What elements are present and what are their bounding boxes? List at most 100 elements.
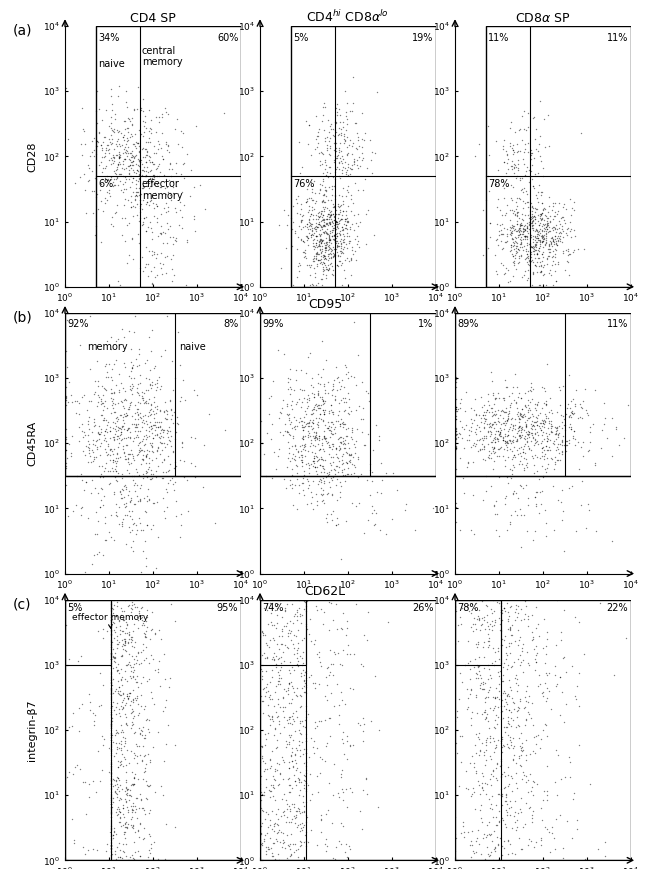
Point	[136, 478, 146, 492]
Point	[60, 772, 70, 786]
Point	[536, 247, 547, 261]
Point	[319, 249, 330, 262]
Point	[544, 415, 554, 429]
Point	[339, 212, 350, 226]
Point	[502, 412, 513, 426]
Point	[145, 415, 155, 429]
Point	[302, 392, 313, 406]
Point	[125, 355, 136, 369]
Point	[298, 468, 309, 481]
Point	[326, 247, 337, 261]
Point	[510, 766, 521, 779]
Point	[514, 648, 525, 662]
Point	[119, 143, 129, 156]
Point	[312, 257, 322, 271]
Point	[512, 426, 523, 440]
Point	[338, 195, 348, 209]
Point	[300, 713, 310, 727]
Point	[460, 422, 470, 436]
Point	[306, 668, 317, 682]
Point	[512, 433, 522, 447]
Point	[339, 235, 349, 249]
Point	[331, 448, 341, 461]
Point	[474, 433, 485, 447]
Point	[528, 223, 539, 237]
Point	[538, 440, 548, 454]
Point	[510, 823, 521, 837]
Point	[301, 766, 311, 780]
Point	[335, 419, 345, 433]
Point	[286, 415, 296, 428]
Point	[487, 409, 497, 423]
Point	[495, 603, 506, 617]
Point	[336, 154, 346, 168]
Point	[333, 404, 344, 418]
Point	[266, 618, 277, 632]
Point	[106, 597, 116, 611]
Point	[106, 838, 116, 852]
Point	[496, 687, 506, 701]
Point	[371, 418, 382, 432]
Point	[134, 358, 144, 372]
Point	[112, 786, 122, 800]
Point	[256, 819, 266, 833]
Point	[145, 377, 155, 391]
Point	[155, 403, 165, 417]
Point	[529, 839, 539, 853]
Point	[475, 671, 486, 685]
Point	[320, 754, 330, 768]
Point	[506, 467, 517, 481]
Point	[500, 779, 511, 793]
Point	[521, 184, 531, 198]
Point	[144, 103, 154, 117]
Point	[262, 677, 272, 691]
Point	[144, 672, 155, 686]
Point	[157, 455, 168, 469]
Point	[302, 401, 312, 415]
Point	[108, 594, 118, 607]
Point	[325, 430, 335, 444]
Point	[268, 700, 279, 713]
Point	[257, 694, 267, 708]
Point	[271, 705, 281, 719]
Point	[151, 451, 161, 465]
Point	[324, 202, 335, 216]
Point	[502, 222, 512, 236]
Point	[116, 491, 127, 505]
Point	[112, 447, 122, 461]
Point	[261, 664, 271, 678]
Point	[147, 277, 157, 291]
Point	[306, 230, 317, 244]
Point	[507, 239, 517, 253]
Point	[551, 421, 561, 434]
Point	[303, 424, 313, 438]
Point	[311, 412, 321, 426]
Point	[142, 196, 152, 209]
Point	[107, 103, 118, 117]
Point	[546, 417, 556, 431]
Point	[450, 428, 461, 442]
Point	[313, 247, 323, 261]
Point	[299, 835, 309, 849]
Point	[89, 387, 99, 401]
Point	[99, 431, 110, 445]
Point	[521, 434, 532, 448]
Point	[505, 733, 515, 747]
Point	[372, 84, 382, 98]
Point	[524, 217, 534, 231]
Point	[60, 343, 71, 357]
Point	[106, 699, 116, 713]
Point	[296, 838, 306, 852]
Point	[524, 176, 534, 189]
Point	[540, 461, 550, 475]
Point	[305, 439, 315, 453]
Point	[347, 456, 358, 470]
Point	[324, 234, 334, 248]
Point	[97, 459, 107, 473]
Point	[114, 385, 125, 399]
Point	[343, 214, 354, 228]
Point	[538, 232, 548, 246]
Point	[150, 376, 161, 390]
Point	[504, 404, 514, 418]
Point	[473, 433, 483, 447]
